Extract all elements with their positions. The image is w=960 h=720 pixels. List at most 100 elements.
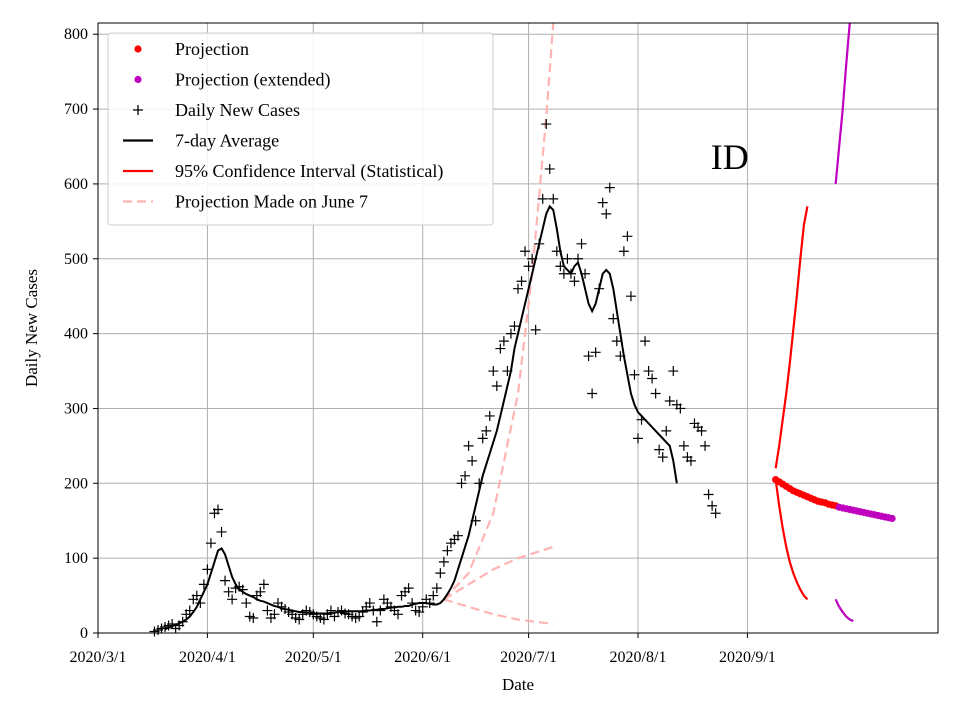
- daily-case-point: [541, 119, 552, 130]
- y-tick-label: 700: [64, 101, 88, 118]
- legend-dot-marker: [134, 45, 142, 53]
- grid: [97, 23, 938, 634]
- legend-label: 95% Confidence Interval (Statistical): [175, 161, 443, 182]
- legend-entry: Projection (extended): [134, 70, 330, 91]
- legend-entry: 95% Confidence Interval (Statistical): [123, 161, 443, 182]
- ci-lower-line: [774, 479, 809, 601]
- daily-case-point: [625, 291, 636, 302]
- legend-label: Projection Made on June 7: [175, 192, 368, 212]
- daily-case-point: [248, 613, 259, 624]
- daily-case-point: [505, 328, 516, 339]
- daily-case-point: [647, 373, 658, 384]
- x-tick-label: 2020/7/1: [500, 649, 557, 666]
- daily-case-point: [516, 276, 527, 287]
- x-tick-label: 2020/3/1: [70, 649, 127, 666]
- legend-label: Projection (extended): [175, 70, 330, 91]
- daily-case-point: [633, 433, 643, 444]
- daily-case-point: [668, 366, 679, 377]
- daily-case-point: [597, 197, 608, 208]
- daily-case-point: [509, 321, 520, 332]
- daily-case-point: [495, 343, 506, 354]
- legend-plus-marker: [133, 105, 143, 115]
- daily-case-point: [205, 538, 216, 549]
- daily-case-point: [431, 583, 442, 594]
- daily-case-point: [601, 208, 612, 219]
- daily-case-point: [414, 607, 425, 618]
- daily-case-point: [258, 579, 269, 590]
- daily-case-point: [700, 440, 711, 451]
- projection-series: [772, 475, 896, 523]
- daily-case-point: [371, 616, 382, 627]
- x-axis-label: Date: [502, 675, 534, 694]
- daily-case-point: [223, 586, 234, 597]
- x-tick-label: 2020/4/1: [179, 649, 236, 666]
- daily-case-point: [216, 526, 227, 537]
- daily-case-point: [537, 193, 548, 204]
- daily-case-point: [583, 351, 594, 362]
- legend-dot-marker: [134, 75, 142, 84]
- plot-frame: [97, 22, 939, 634]
- daily-case-point: [657, 452, 668, 463]
- daily-case-point: [294, 614, 305, 625]
- daily-case-point: [467, 455, 478, 466]
- daily-case-point: [460, 470, 471, 481]
- daily-case-point: [428, 590, 439, 601]
- daily-case-point: [255, 586, 266, 597]
- daily-case-point: [325, 605, 336, 616]
- daily-case-point: [453, 530, 463, 541]
- daily-case-point: [664, 395, 675, 406]
- daily-case-point: [611, 336, 622, 347]
- daily-case-point: [438, 556, 449, 567]
- y-tick-label: 800: [64, 26, 88, 43]
- daily-case-point: [520, 246, 531, 257]
- daily-case-point: [191, 590, 202, 601]
- june7-lower-line: [443, 598, 554, 626]
- legend-label: Projection: [175, 39, 249, 59]
- legend-label: 7-day Average: [175, 131, 279, 151]
- y-tick-label: 0: [80, 625, 88, 642]
- projection-extended-point: [888, 514, 896, 523]
- daily-case-point: [608, 313, 619, 324]
- y-tick-label: 400: [64, 326, 88, 343]
- daily-case-point: [241, 598, 252, 609]
- legend-entry: Projection: [134, 39, 249, 59]
- y-tick-label: 300: [64, 400, 88, 417]
- seven-day-average-series: [164, 204, 678, 631]
- june7-upper-line: [443, 23, 555, 601]
- daily-case-point: [530, 324, 541, 335]
- ci-upper-extended-line: [834, 23, 851, 185]
- daily-case-point: [650, 388, 661, 399]
- legend: Projection Projection (extended) Daily New…: [107, 32, 494, 226]
- daily-case-point: [661, 425, 672, 436]
- confidence-interval: [774, 23, 854, 623]
- june7-central-line: [443, 545, 554, 601]
- daily-case-point: [685, 455, 696, 466]
- daily-case-point: [220, 575, 231, 586]
- daily-case-point: [484, 410, 495, 421]
- daily-case-point: [696, 425, 707, 436]
- chart-annotation: ID: [711, 137, 749, 177]
- daily-case-point: [269, 609, 280, 620]
- ci-lower-extended-line: [834, 598, 854, 623]
- y-tick-label: 500: [64, 251, 88, 268]
- x-tick-label: 2020/6/1: [394, 649, 451, 666]
- daily-case-point: [523, 261, 534, 272]
- daily-case-point: [477, 433, 488, 444]
- daily-case-point: [456, 478, 467, 489]
- x-tick-label: 2020/5/1: [285, 649, 342, 666]
- y-tick-label: 200: [64, 475, 88, 492]
- x-tick-label: 2020/8/1: [610, 649, 667, 666]
- daily-case-point: [318, 614, 329, 625]
- daily-case-point: [640, 336, 651, 347]
- axes: 2020/3/1 2020/4/1 2020/5/1 2020/6/1 2020/7/1…: [64, 22, 939, 666]
- daily-case-point: [604, 182, 615, 193]
- daily-case-point: [435, 568, 446, 579]
- daily-case-point: [488, 366, 499, 377]
- daily-case-point: [629, 369, 640, 380]
- daily-case-point: [710, 508, 721, 519]
- daily-case-point: [491, 381, 502, 392]
- daily-case-point: [227, 594, 238, 605]
- daily-case-point: [707, 500, 718, 511]
- daily-case-point: [262, 605, 273, 616]
